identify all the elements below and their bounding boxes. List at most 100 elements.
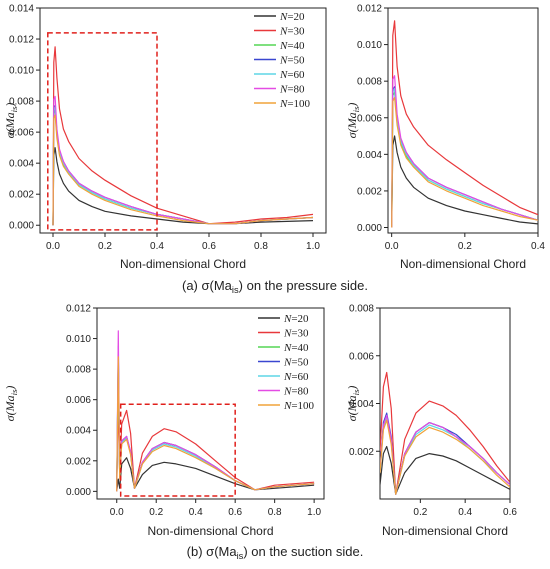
series-line-N-80: [391, 75, 538, 228]
y-tick-label: 0.006: [66, 395, 91, 406]
series-line-N-40: [380, 414, 510, 495]
y-tick-label: 0.010: [357, 40, 382, 51]
y-tick-label: 0.012: [357, 4, 382, 15]
y-tick-label: 0.012: [9, 35, 34, 46]
legend-label: N=80: [283, 386, 309, 398]
x-tick-label: 0.8: [268, 507, 282, 518]
x-tick-label: 0.2: [149, 507, 163, 518]
y-tick-label: 0.000: [66, 487, 91, 498]
caption-a: (a) σ(Mais) on the pressure side.: [182, 278, 368, 295]
y-axis-label: σ(Mais): [345, 386, 361, 422]
series-line-N-40: [52, 109, 314, 226]
plot-frame: [96, 307, 325, 500]
x-tick-label: 0.0: [110, 507, 124, 518]
legend-label: N=20: [279, 11, 305, 23]
series-line-N-40: [391, 91, 538, 228]
series-line-N-50: [52, 105, 314, 226]
series-line-N-30: [52, 46, 314, 226]
series-line-N-100: [380, 419, 510, 495]
y-tick-label: 0.002: [9, 190, 34, 201]
x-tick-label: 0.2: [458, 241, 472, 252]
x-tick-label: 0.6: [228, 507, 242, 518]
series-line-N-20: [391, 135, 538, 228]
series-line-N-50: [391, 86, 538, 228]
legend-label: N=100: [279, 98, 311, 110]
caption-b: (b) σ(Mais) on the suction side.: [187, 544, 364, 561]
y-tick-label: 0.004: [349, 399, 374, 410]
panel-a-left-chart: 0.0 0.2 0.4 0.6 0.8 1.0 0.000 0.002 0.004 0.006 0.…: [3, 4, 327, 271]
legend-label: N=60: [283, 371, 309, 383]
legend-label: N=60: [279, 69, 305, 81]
x-axis-label: Non-dimensional Chord: [382, 524, 508, 538]
y-tick-label: 0.014: [9, 4, 34, 15]
x-tick-label: 0.0: [46, 241, 60, 252]
legend-label: N=40: [279, 40, 305, 52]
y-tick-label: 0.010: [9, 66, 34, 77]
y-tick-label: 0.002: [66, 456, 91, 467]
series-group: [391, 20, 538, 228]
y-axis-label: σ(Mais): [345, 103, 361, 139]
plot-frame: [39, 7, 327, 234]
panel-a-right-chart: 0.0 0.2 0.4 0.000 0.002 0.004 0.006 0.008 0.010 0…: [345, 4, 545, 272]
series-line-N-80: [52, 95, 314, 226]
legend-label: N=30: [283, 328, 309, 340]
y-axis-label: σ(Mais): [3, 386, 19, 422]
y-tick-label: 0.002: [349, 447, 374, 458]
y-axis-label: σ(Mais): [3, 103, 19, 139]
series-group: [380, 371, 510, 495]
y-tick-label: 0.000: [9, 221, 34, 232]
series-line-N-30: [391, 20, 538, 228]
x-tick-label: 1.0: [307, 507, 321, 518]
y-tick-label: 0.004: [9, 159, 34, 170]
x-tick-label: 0.4: [458, 507, 472, 518]
x-axis-label: Non-dimensional Chord: [400, 257, 526, 271]
series-line-N-30: [116, 399, 315, 492]
series-line-N-100: [116, 356, 315, 492]
series-line-N-60: [391, 87, 538, 228]
series-line-N-20: [380, 445, 510, 495]
legend-label: N=30: [279, 26, 305, 38]
x-tick-label: 0.4: [189, 507, 203, 518]
x-tick-label: 0.2: [98, 241, 112, 252]
series-line-N-30: [380, 371, 510, 495]
series-line-N-100: [391, 96, 538, 228]
y-tick-label: 0.004: [357, 150, 382, 161]
y-tick-label: 0.008: [349, 304, 374, 315]
x-tick-label: 0.8: [254, 241, 268, 252]
series-line-N-100: [52, 114, 314, 226]
y-tick-label: 0.008: [66, 365, 91, 376]
series-line-N-60: [52, 106, 314, 226]
x-tick-label: 0.2: [413, 507, 427, 518]
y-tick-label: 0.000: [357, 223, 382, 234]
legend-label: N=40: [283, 342, 309, 354]
x-tick-label: 0.4: [531, 241, 545, 252]
y-tick-label: 0.006: [349, 351, 374, 362]
series-group: [52, 46, 314, 226]
plot-frame: [387, 7, 539, 234]
x-axis-label: Non-dimensional Chord: [147, 524, 273, 538]
legend-label: N=80: [279, 84, 305, 96]
y-tick-label: 0.010: [66, 334, 91, 345]
legend-label: N=100: [283, 400, 315, 412]
legend-label: N=50: [283, 357, 309, 369]
series-line-N-20: [52, 147, 314, 226]
legend-label: N=50: [279, 55, 305, 67]
y-tick-label: 0.008: [9, 97, 34, 108]
zoom-region-box: [119, 403, 236, 497]
legend: N=20 N=30 N=40 N=50 N=60 N=80 N=100: [254, 11, 311, 110]
legend: N=20 N=30 N=40 N=50 N=60 N=80 N=100: [258, 313, 315, 412]
y-tick-label: 0.004: [66, 426, 91, 437]
y-tick-label: 0.012: [66, 304, 91, 315]
x-tick-label: 0.0: [385, 241, 399, 252]
y-tick-label: 0.008: [357, 77, 382, 88]
x-tick-label: 0.6: [503, 507, 517, 518]
y-tick-label: 0.002: [357, 186, 382, 197]
x-tick-label: 1.0: [306, 241, 320, 252]
series-line-N-50: [380, 412, 510, 495]
legend-label: N=20: [283, 313, 309, 325]
panel-b-right-chart: 0.2 0.4 0.6 0.002 0.004 0.006 0.008 Non-dimensi…: [345, 304, 517, 539]
x-tick-label: 0.4: [150, 241, 164, 252]
panel-b-left-chart: 0.0 0.2 0.4 0.6 0.8 1.0 0.000 0.002 0.004 0.006 0.…: [3, 304, 325, 538]
y-tick-label: 0.006: [357, 113, 382, 124]
